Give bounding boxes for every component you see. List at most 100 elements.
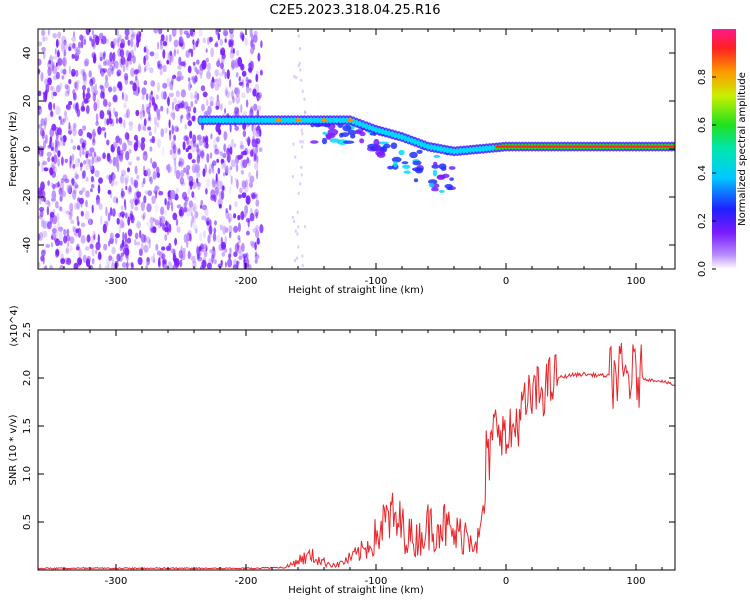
noise-speckle: [115, 154, 119, 164]
ridge-inner: [283, 117, 287, 124]
noise-speckle: [106, 139, 110, 146]
noise-speckle: [107, 189, 112, 195]
noise-speckle: [234, 62, 238, 69]
ridge-inner: [227, 117, 232, 124]
noise-speckle: [40, 147, 44, 157]
signal-blob: [416, 149, 423, 154]
noise-speckle: [235, 72, 239, 78]
ridge-inner: [435, 145, 440, 152]
noise-speckle: [215, 177, 218, 185]
colorbar-tick-label: 0.0: [697, 261, 708, 277]
noise-speckle: [203, 230, 206, 239]
noise-speckle: [120, 174, 125, 184]
colorbar-tick-label: 0.2: [697, 213, 708, 229]
noise-speckle: [93, 234, 96, 241]
ridge-inner: [396, 133, 401, 140]
noise-speckle: [75, 102, 79, 111]
noise-speckle: [54, 144, 59, 153]
noise-speckle: [55, 249, 60, 256]
ridge-hotspot: [275, 118, 282, 123]
noise-speckle: [171, 29, 177, 37]
noise-speckle: [214, 82, 220, 91]
noise-speckle: [248, 182, 253, 188]
noise-speckle: [237, 235, 241, 241]
noise-speckle: [146, 168, 151, 177]
noise-speckle: [164, 210, 167, 216]
noise-speckle: [60, 178, 65, 184]
noise-speckle: [149, 67, 154, 74]
noise-speckle: [216, 59, 220, 66]
noise-speckle: [120, 243, 124, 249]
noise-speckle: [52, 215, 58, 225]
noise-speckle: [245, 99, 249, 108]
noise-speckle: [196, 144, 200, 153]
noise-speckle: [104, 38, 109, 44]
noise-speckle: [134, 166, 138, 174]
noise-speckle: [115, 135, 120, 144]
noise-speckle: [256, 169, 259, 180]
noise-speckle: [134, 239, 137, 246]
noise-speckle: [81, 142, 86, 149]
noise-speckle: [254, 127, 259, 132]
noise-speckle: [85, 158, 90, 165]
noise-speckle: [55, 105, 61, 116]
noise-speckle: [214, 69, 219, 77]
noise-speckle: [250, 32, 253, 41]
noise-speckle: [134, 191, 139, 199]
noise-speckle: [253, 162, 259, 170]
noise-speckle: [73, 187, 77, 195]
signal-blob: [414, 167, 424, 174]
noise-speckle: [102, 152, 106, 159]
noise-speckle: [213, 78, 216, 84]
noise-speckle: [186, 232, 192, 242]
noise-speckle: [191, 115, 195, 122]
noise-speckle: [115, 236, 118, 245]
ridge-inner: [374, 126, 378, 133]
noise-speckle: [187, 145, 192, 150]
noise-speckle: [234, 201, 238, 208]
noise-speckle: [76, 201, 81, 210]
noise-speckle: [143, 165, 146, 173]
noise-speckle: [44, 264, 48, 269]
noise-speckle: [160, 43, 163, 51]
noise-speckle: [122, 231, 125, 241]
noise-speckle: [112, 60, 116, 71]
noise-speckle: [187, 250, 191, 260]
noise-speckle: [39, 198, 42, 205]
noise-speckle: [229, 204, 232, 211]
ridge-inner: [231, 117, 235, 124]
signal-blob: [401, 161, 409, 165]
noise-speckle: [227, 258, 233, 268]
ridge-inner: [452, 148, 456, 155]
noise-speckle: [152, 170, 157, 180]
signal-blob: [412, 160, 422, 166]
ridge-inner: [312, 117, 317, 124]
noise-speckle: [234, 177, 237, 182]
noise-speckle: [228, 253, 232, 259]
noise-speckle: [178, 208, 183, 217]
noise-speckle: [250, 149, 254, 157]
noise-speckle: [225, 208, 228, 214]
noise-speckle: [223, 30, 229, 37]
noise-speckle: [229, 185, 232, 195]
noise-speckle: [166, 201, 170, 211]
noise-speckle: [222, 152, 227, 159]
noise-speckle: [127, 56, 130, 62]
noise-speckle: [51, 190, 57, 201]
noise-speckle: [108, 255, 113, 261]
noise-speckle: [154, 116, 158, 126]
noise-speckle: [76, 257, 81, 268]
noise-speckle: [82, 89, 85, 100]
noise-speckle: [81, 171, 84, 180]
noise-speckle: [217, 198, 223, 207]
noise-speckle: [220, 62, 224, 70]
noise-speckle: [82, 149, 85, 156]
noise-speckle: [245, 76, 249, 82]
noise-speckle: [180, 89, 186, 98]
noise-speckle: [62, 58, 66, 64]
colorbar-ticks: 0.0 0.2 0.4 0.6 0.8: [697, 69, 716, 277]
noise-speckle: [111, 257, 115, 267]
noise-speckle: [150, 93, 153, 99]
noise-speckle: [45, 134, 48, 144]
noise-speckle: [151, 135, 156, 144]
